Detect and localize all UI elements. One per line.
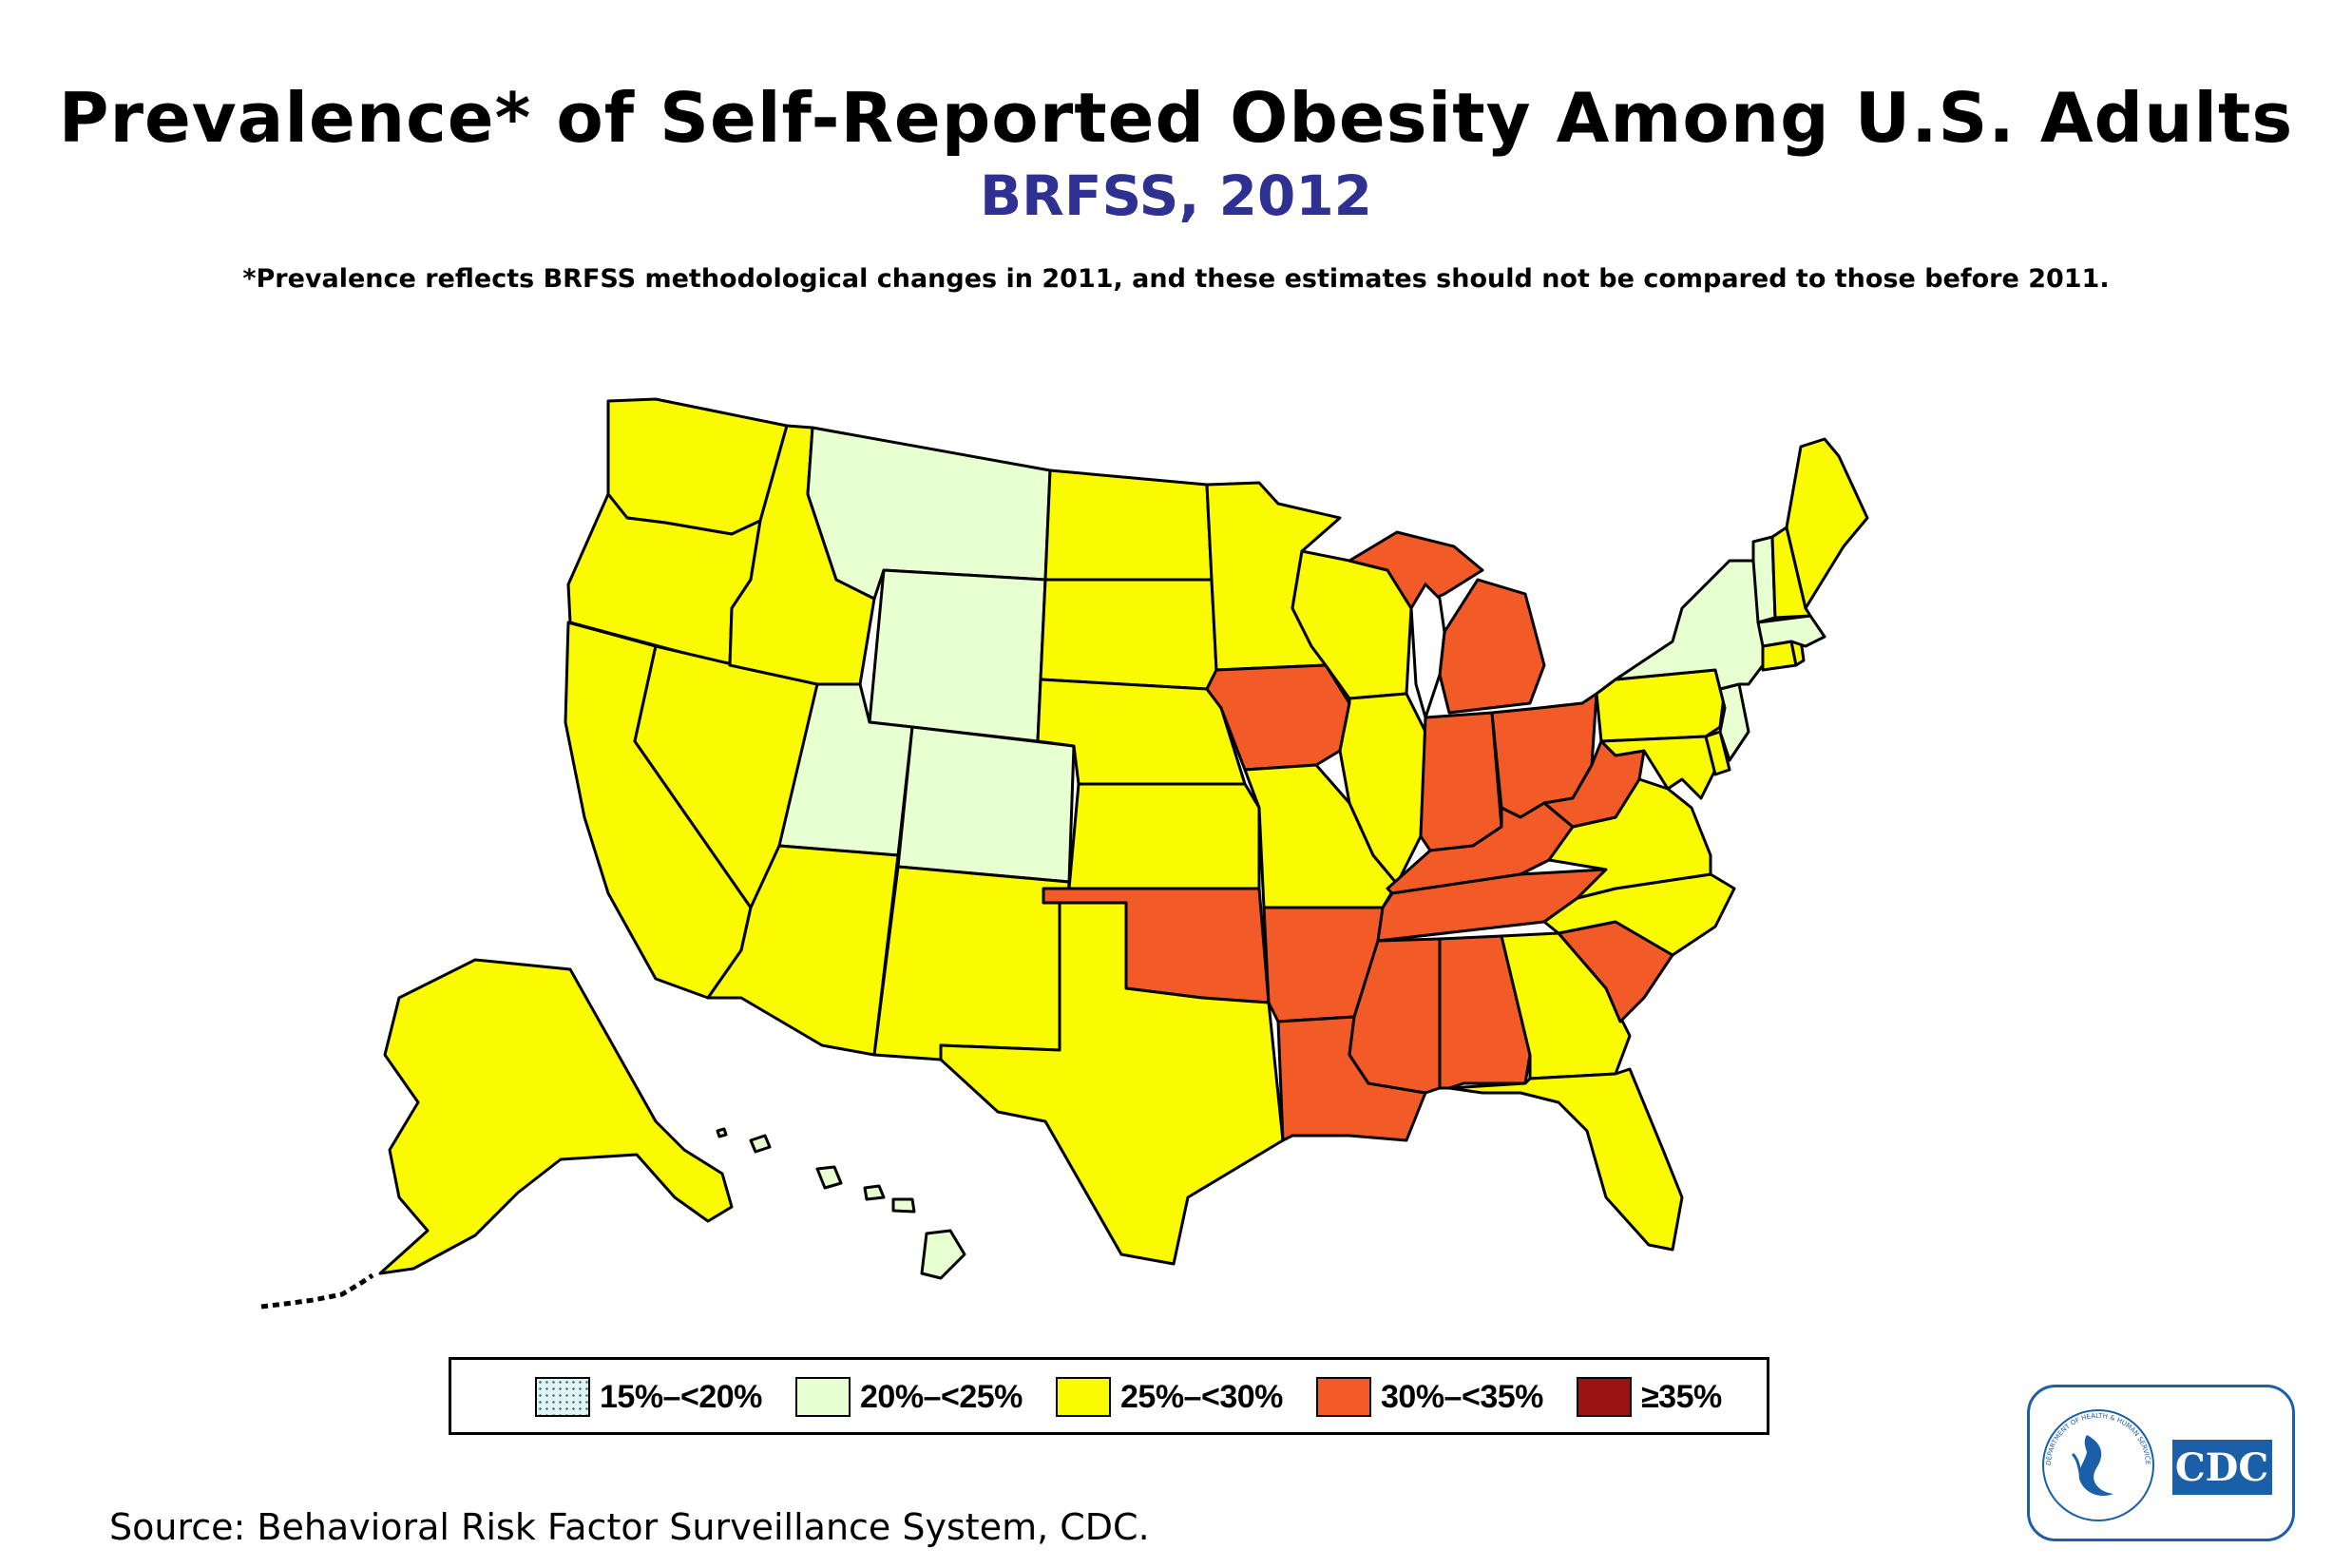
state-WY: [868, 568, 1047, 743]
state-VT: [1751, 535, 1777, 624]
state-WV: [1542, 739, 1646, 829]
cdc-logo-text: CDC: [2175, 1445, 2268, 1490]
state-IL: [1338, 692, 1427, 886]
state-KS: [1067, 782, 1261, 890]
state-NM: [872, 865, 1071, 1061]
state-IN: [1419, 711, 1503, 852]
state-ME: [1785, 437, 1869, 610]
state-NY: [1614, 559, 1769, 691]
state-DE: [1704, 730, 1731, 776]
map-title: Prevalence* of Self-Reported Obesity Amo…: [58, 78, 2294, 158]
legend-swatch-15-20: [535, 1377, 590, 1417]
cdc-logo-graphic: DEPARTMENT OF HEALTH & HUMAN SERVICES · …: [2027, 1382, 2272, 1521]
legend-label-30-35: 30%–<35%: [1381, 1379, 1543, 1415]
legend: 15%–<20% 20%–<25% 25%–<30% 30%–<35% ≥35%: [449, 1357, 1769, 1435]
methodology-note: *Prevalence reflects BRFSS methodologica…: [242, 264, 2110, 294]
legend-swatch-35plus: [1577, 1377, 1632, 1417]
state-SD: [1039, 578, 1218, 691]
state-NH: [1770, 526, 1812, 620]
map-subtitle: BRFSS, 2012: [979, 163, 1373, 228]
legend-label-15-20: 15%–<20%: [600, 1379, 762, 1415]
legend-label-35plus: ≥35%: [1641, 1379, 1722, 1415]
state-ND: [1043, 468, 1214, 582]
legend-swatch-30-35: [1316, 1377, 1371, 1417]
lake-michigan: [1409, 582, 1446, 723]
source-citation: Source: Behavioral Risk Factor Surveilla…: [109, 1506, 1150, 1548]
state-NJ: [1718, 682, 1750, 762]
legend-label-25-30: 25%–<30%: [1120, 1379, 1283, 1415]
state-TX: [939, 901, 1285, 1266]
legend-swatch-20-25: [795, 1377, 851, 1417]
state-MI: [1348, 530, 1546, 715]
legend-label-20-25: 20%–<25%: [860, 1379, 1023, 1415]
state-HI: [749, 1134, 966, 1280]
state-FL: [1447, 1067, 1684, 1252]
cdc-hhs-logo: DEPARTMENT OF HEALTH & HUMAN SERVICES · …: [2027, 1382, 2295, 1541]
hhs-eagle-icon: [2078, 1435, 2113, 1497]
legend-swatch-25-30: [1056, 1377, 1111, 1417]
state-WA: [606, 397, 789, 536]
hawaii-niihau: [716, 1127, 728, 1138]
state-AK: [378, 958, 734, 1275]
alaska-aleutian-islands: [260, 1272, 374, 1310]
state-WI: [1291, 549, 1413, 700]
state-CO: [896, 725, 1076, 884]
